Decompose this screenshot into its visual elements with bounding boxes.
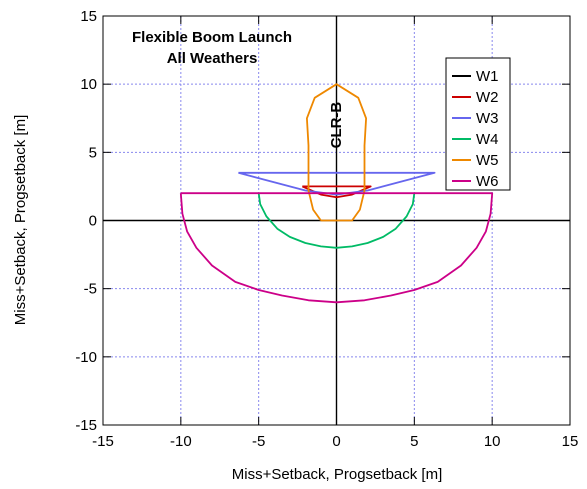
ticks: -15 -10 -5 0 5 10 15 -15 -10 -5 0 5 10 15 [75,8,578,450]
legend-label-w5: W5 [476,152,499,169]
x-tick-label: 5 [410,433,418,450]
y-tick-label: 10 [80,76,97,93]
chart-title-line-2: All Weathers [167,50,258,67]
y-tick-label: -15 [75,417,97,434]
x-tick-label: -15 [92,433,114,450]
series-line-w6 [179,192,494,304]
y-tick-label: 15 [80,8,97,25]
y-axis-label: Miss+Setback, Progsetback [m] [12,115,29,326]
series-line-w4 [257,193,416,249]
legend-label-w3: W3 [476,110,499,127]
legend-label-w4: W4 [476,131,499,148]
clr-b-annotation: CLR-B [328,102,345,149]
x-tick-label: -10 [170,433,192,450]
y-tick-label: 5 [89,144,97,161]
chart-title-line-1: Flexible Boom Launch [132,29,292,46]
series-line-w5 [305,83,368,222]
legend-label-w1: W1 [476,68,499,85]
x-axis-label: Miss+Setback, Progsetback [m] [232,466,443,483]
legend-label-w2: W2 [476,89,499,106]
series-group [179,83,494,304]
x-tick-label: 10 [484,433,501,450]
legend: W1 W2 W3 W4 W5 W6 [445,57,511,191]
x-tick-label: 0 [332,433,340,450]
legend-box [445,57,511,191]
y-tick-label: 0 [89,213,97,230]
x-tick-label: 15 [562,433,579,450]
y-tick-label: -5 [84,281,97,298]
x-tick-label: -5 [252,433,265,450]
y-tick-label: -10 [75,349,97,366]
legend-label-w6: W6 [476,173,499,190]
